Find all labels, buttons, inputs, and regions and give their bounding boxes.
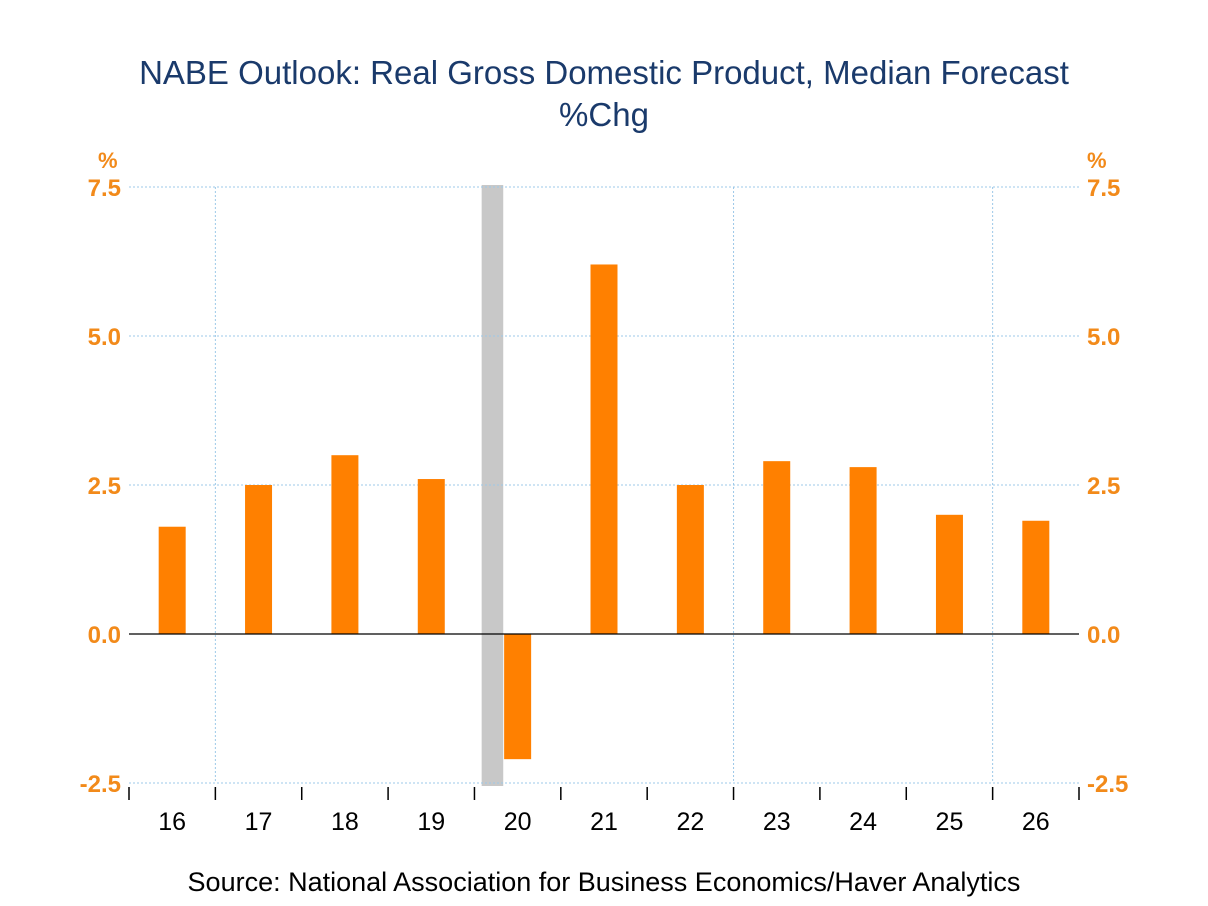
ytick-label-left: 0.0 (88, 622, 121, 649)
bar-22 (676, 485, 704, 634)
ytick-label-left: 5.0 (88, 324, 121, 351)
xtick-label: 23 (763, 808, 791, 836)
xtick-label: 25 (936, 808, 964, 836)
bar-24 (849, 467, 877, 634)
ytick-label-left: -2.5 (80, 771, 121, 798)
left-axis-unit: % (98, 148, 118, 173)
bar-21 (590, 264, 618, 634)
ytick-label-left: 2.5 (88, 473, 121, 500)
xtick-label: 24 (849, 808, 877, 836)
source-note: Source: National Association for Busines… (187, 867, 1021, 897)
xtick-label: 22 (676, 808, 704, 836)
chart-title: NABE Outlook: Real Gross Domestic Produc… (139, 54, 1069, 91)
bar-26 (1022, 520, 1050, 634)
ytick-label-left: 7.5 (88, 175, 121, 202)
ytick-label-right: -2.5 (1087, 771, 1128, 798)
bar-18 (331, 455, 359, 634)
chart-subtitle: %Chg (559, 96, 649, 133)
bar-20 (504, 634, 532, 760)
ytick-label-right: 2.5 (1087, 473, 1120, 500)
right-axis-unit: % (1087, 148, 1107, 173)
xtick-label: 18 (331, 808, 359, 836)
bar-25 (935, 514, 963, 634)
ytick-label-right: 0.0 (1087, 622, 1120, 649)
xtick-label: 21 (590, 808, 618, 836)
recession-shading (481, 185, 504, 786)
ytick-label-right: 5.0 (1087, 324, 1120, 351)
xtick-label: 19 (417, 808, 445, 836)
bar-23 (763, 461, 791, 634)
xtick-label: 16 (158, 808, 186, 836)
bar-19 (417, 479, 445, 634)
bar-16 (158, 526, 186, 634)
xtick-label: 17 (245, 808, 273, 836)
xtick-label: 20 (504, 808, 532, 836)
ytick-label-right: 7.5 (1087, 175, 1120, 202)
bar-17 (245, 485, 273, 634)
xtick-label: 26 (1022, 808, 1050, 836)
